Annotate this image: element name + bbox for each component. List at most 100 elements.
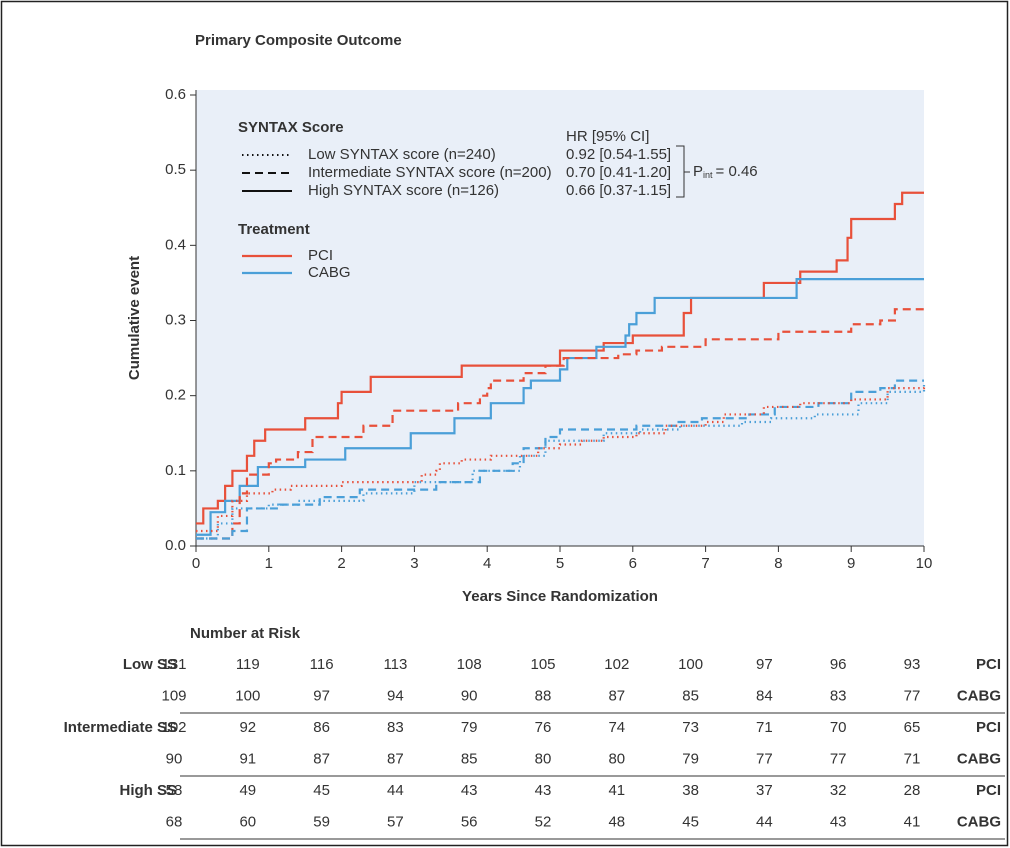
risk-count: 57 <box>387 813 404 830</box>
risk-count: 48 <box>608 813 625 830</box>
risk-count: 87 <box>387 750 404 767</box>
legend-label: Low SYNTAX score (n=240) <box>308 146 496 163</box>
x-tick-label: 5 <box>556 555 564 572</box>
risk-count: 79 <box>682 750 699 767</box>
risk-count: 56 <box>461 813 478 830</box>
risk-count: 105 <box>530 656 555 673</box>
x-tick-label: 7 <box>701 555 709 572</box>
risk-count: 60 <box>239 813 256 830</box>
legend-label: Intermediate SYNTAX score (n=200) <box>308 164 552 181</box>
risk-count: 96 <box>830 656 847 673</box>
risk-count: 65 <box>904 719 921 736</box>
risk-table-title: Number at Risk <box>190 625 301 642</box>
risk-count: 43 <box>830 813 847 830</box>
risk-count: 38 <box>682 782 699 799</box>
risk-count: 109 <box>161 687 186 704</box>
km-curve <box>196 278 924 536</box>
y-tick-label: 0.5 <box>165 161 186 178</box>
risk-count: 108 <box>457 656 482 673</box>
x-tick-label: 8 <box>774 555 782 572</box>
legend-title: SYNTAX Score <box>238 119 344 136</box>
risk-count: 45 <box>313 782 330 799</box>
risk-count: 71 <box>756 719 773 736</box>
risk-count: 113 <box>383 656 407 673</box>
risk-count: 28 <box>904 782 921 799</box>
y-axis-label: Cumulative event <box>126 256 143 380</box>
hr-value: 0.92 [0.54-1.55] <box>566 146 671 163</box>
y-tick-label: 0.0 <box>165 537 186 554</box>
risk-count: 71 <box>904 750 921 767</box>
risk-count: 76 <box>535 719 552 736</box>
risk-count: 37 <box>756 782 773 799</box>
risk-count: 88 <box>535 687 552 704</box>
hr-value: 0.66 [0.37-1.15] <box>566 182 671 199</box>
hr-header: HR [95% CI] <box>566 128 649 145</box>
risk-count: 84 <box>756 687 773 704</box>
risk-count: 77 <box>830 750 847 767</box>
legend-label: PCI <box>308 247 333 264</box>
risk-count: 119 <box>236 656 260 673</box>
risk-count: 131 <box>161 656 186 673</box>
treatment-label: CABG <box>957 813 1001 830</box>
risk-count: 80 <box>608 750 625 767</box>
risk-count: 58 <box>166 782 183 799</box>
y-tick-label: 0.1 <box>165 462 186 479</box>
x-tick-label: 0 <box>192 555 200 572</box>
y-tick-label: 0.3 <box>165 311 186 328</box>
risk-count: 90 <box>166 750 183 767</box>
treatment-label: PCI <box>976 656 1001 673</box>
group-label: Low SS <box>123 656 177 673</box>
risk-count: 74 <box>608 719 625 736</box>
x-tick-label: 9 <box>847 555 855 572</box>
treatment-label: PCI <box>976 719 1001 736</box>
x-axis-label: Years Since Randomization <box>462 588 658 605</box>
y-tick-label: 0.6 <box>165 86 186 103</box>
x-tick-label: 4 <box>483 555 491 572</box>
x-tick-label: 10 <box>916 555 933 572</box>
p-text: = 0.46 <box>716 163 758 180</box>
legend-label: CABG <box>308 264 351 281</box>
km-curve <box>196 191 924 525</box>
km-curve <box>196 379 924 540</box>
x-tick-label: 6 <box>629 555 637 572</box>
chart-title: Primary Composite Outcome <box>195 32 402 49</box>
treatment-label: CABG <box>957 687 1001 704</box>
legend-title: Treatment <box>238 221 310 238</box>
p-symbol: P <box>693 163 703 180</box>
risk-count: 41 <box>608 782 625 799</box>
risk-count: 32 <box>830 782 847 799</box>
risk-count: 83 <box>830 687 847 704</box>
risk-count: 52 <box>535 813 552 830</box>
group-label: High SS <box>119 782 177 799</box>
risk-count: 93 <box>904 656 921 673</box>
risk-count: 97 <box>756 656 773 673</box>
risk-count: 79 <box>461 719 478 736</box>
km-curve <box>196 308 924 540</box>
risk-count: 87 <box>608 687 625 704</box>
risk-count: 49 <box>239 782 256 799</box>
risk-count: 77 <box>756 750 773 767</box>
hr-value: 0.70 [0.41-1.20] <box>566 164 671 181</box>
treatment-label: PCI <box>976 782 1001 799</box>
p-interaction: Pint = 0.46 <box>693 163 758 180</box>
risk-count: 85 <box>682 687 699 704</box>
risk-count: 44 <box>756 813 773 830</box>
risk-count: 90 <box>461 687 478 704</box>
risk-count: 77 <box>904 687 921 704</box>
risk-count: 59 <box>313 813 330 830</box>
risk-count: 45 <box>682 813 699 830</box>
risk-count: 41 <box>904 813 921 830</box>
legend-label: High SYNTAX score (n=126) <box>308 182 499 199</box>
risk-count: 102 <box>604 656 629 673</box>
p-subscript: int <box>703 170 713 180</box>
risk-count: 116 <box>310 656 334 673</box>
bracket <box>676 145 690 198</box>
risk-count: 102 <box>161 719 186 736</box>
risk-count: 91 <box>239 750 256 767</box>
group-label: Intermediate SS <box>64 719 177 736</box>
risk-count: 92 <box>239 719 256 736</box>
x-tick-label: 1 <box>265 555 273 572</box>
risk-count: 85 <box>461 750 478 767</box>
risk-count: 43 <box>535 782 552 799</box>
